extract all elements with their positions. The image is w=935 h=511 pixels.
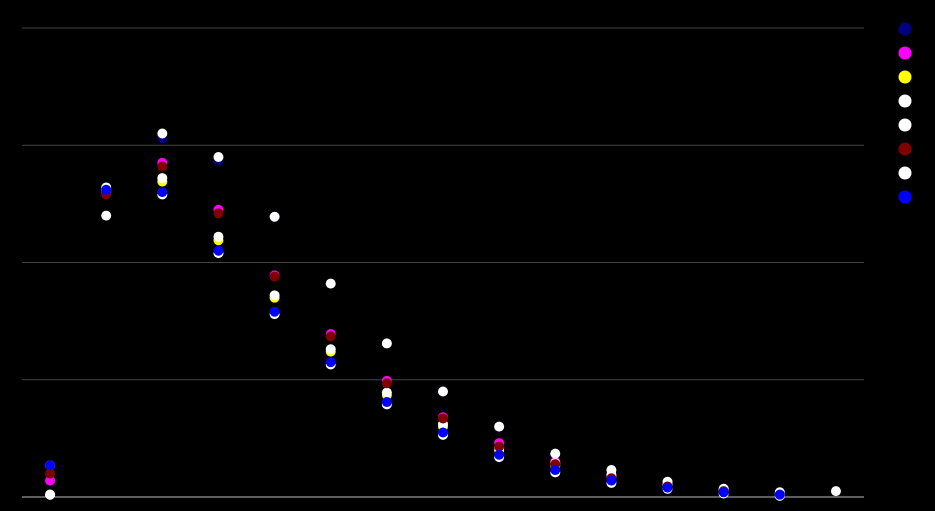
data-point bbox=[325, 357, 336, 368]
series-2 bbox=[45, 176, 785, 500]
data-point bbox=[45, 460, 56, 471]
legend-marker-7 bbox=[898, 190, 912, 204]
data-point bbox=[213, 208, 224, 219]
data-point bbox=[494, 421, 505, 432]
data-point bbox=[381, 397, 392, 408]
data-point bbox=[45, 468, 56, 479]
data-point bbox=[213, 245, 224, 256]
legend-marker-6 bbox=[898, 166, 912, 180]
data-point bbox=[438, 386, 448, 397]
data-point bbox=[157, 161, 168, 172]
data-point bbox=[494, 441, 505, 452]
data-point bbox=[718, 487, 729, 498]
data-point bbox=[325, 344, 336, 355]
legend-marker-4 bbox=[898, 118, 912, 132]
series-5 bbox=[45, 161, 785, 500]
data-point bbox=[269, 211, 280, 222]
data-point bbox=[157, 187, 168, 198]
data-point bbox=[45, 475, 56, 486]
data-point bbox=[213, 231, 224, 242]
data-point bbox=[269, 306, 280, 317]
data-points bbox=[45, 128, 841, 501]
data-point bbox=[774, 489, 785, 500]
data-point bbox=[662, 482, 673, 493]
legend-marker-2 bbox=[898, 70, 912, 84]
data-point bbox=[494, 449, 505, 460]
legend-marker-3 bbox=[898, 94, 912, 108]
data-point bbox=[325, 278, 336, 289]
data-point bbox=[101, 210, 112, 221]
series-0 bbox=[45, 133, 785, 498]
series-7 bbox=[45, 184, 785, 500]
data-point bbox=[269, 271, 280, 282]
legend-marker-0 bbox=[898, 22, 912, 36]
data-point bbox=[157, 173, 168, 184]
data-point bbox=[157, 128, 168, 139]
legend-marker-1 bbox=[898, 46, 912, 60]
data-point bbox=[606, 475, 617, 486]
data-point bbox=[830, 486, 841, 497]
series-1 bbox=[45, 157, 785, 500]
data-point bbox=[550, 448, 561, 459]
series-4 bbox=[45, 173, 785, 500]
data-point bbox=[381, 338, 392, 349]
legend-marker-5 bbox=[898, 142, 912, 156]
series-6 bbox=[45, 189, 785, 501]
data-point bbox=[438, 427, 448, 438]
legend bbox=[898, 22, 912, 204]
data-point bbox=[550, 465, 561, 476]
data-point bbox=[325, 331, 336, 342]
data-point bbox=[101, 184, 112, 195]
data-point bbox=[269, 290, 280, 301]
data-point bbox=[381, 387, 392, 398]
data-point bbox=[45, 489, 56, 500]
data-point bbox=[438, 413, 448, 424]
data-point bbox=[213, 151, 224, 162]
data-point bbox=[381, 378, 392, 389]
